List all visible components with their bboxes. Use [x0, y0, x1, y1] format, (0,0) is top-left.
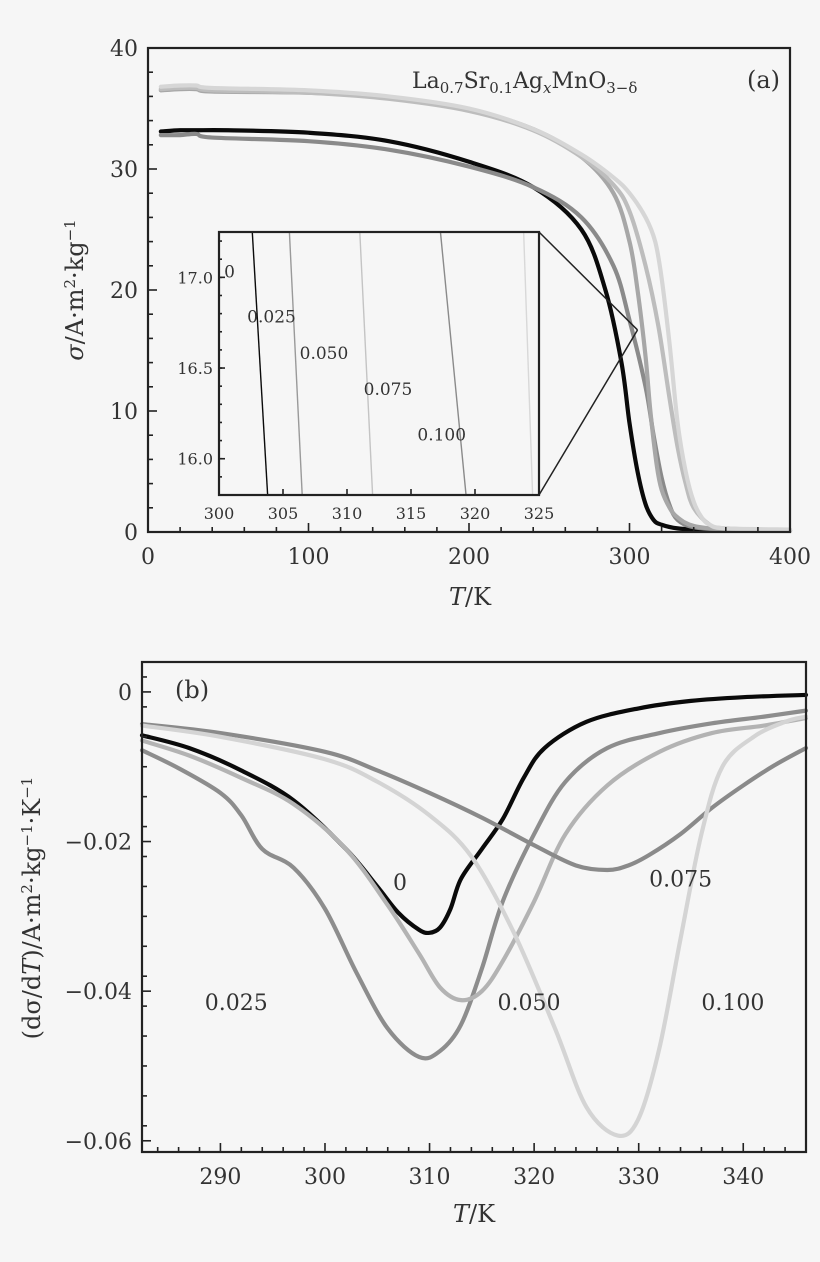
panel-a: 0 100 200 300 400 0 10 20 30 40 La0.7Sr0.1AgxMnO3…	[61, 37, 811, 611]
panel-b-series-0-100	[139, 714, 809, 1139]
panel-a-ytick-label: 40	[110, 37, 138, 62]
panel-b-label-0: 0	[393, 871, 407, 896]
panel-b-label-0-050: 0.050	[498, 991, 561, 1016]
inset-xtick-label: 300	[204, 504, 235, 523]
panel-a-xtick-label: 0	[141, 545, 155, 570]
panel-a-xtick-label: 100	[288, 545, 330, 570]
panel-b-ytick-label: 0	[118, 681, 132, 706]
inset-xtick-label: 310	[332, 504, 363, 523]
panel-a-ytick-label: 20	[110, 279, 138, 304]
panel-b-ytick-label: −0.06	[65, 1130, 132, 1155]
zoom-connector-bottom	[538, 329, 639, 496]
panel-a-series-0-100	[158, 83, 793, 532]
inset-frame	[217, 230, 541, 497]
inset-label-0-075: 0.075	[364, 380, 413, 400]
inset-label-0: 0	[224, 262, 235, 282]
panel-b-label-0-100: 0.100	[701, 991, 764, 1016]
panel-a-series-0	[158, 128, 793, 533]
inset-xtick-label: 305	[268, 504, 299, 523]
panel-a-series	[158, 83, 793, 533]
panel-b-ytick-label: −0.04	[65, 980, 132, 1005]
panel-b-tag: (b)	[175, 676, 209, 704]
panel-a-ticks: 0 100 200 300 400 0 10 20 30 40	[110, 37, 811, 570]
panel-b-ytick-label: −0.02	[65, 831, 132, 856]
panel-b-label-0-025: 0.025	[205, 991, 268, 1016]
inset-label-0-050: 0.050	[300, 344, 349, 364]
inset-ticks: 300 305 310 315 320 325 16.0 16.5 17.0	[177, 240, 555, 523]
panel-b-xtick-label: 320	[513, 1165, 555, 1190]
panel-a-tag: (a)	[747, 66, 780, 94]
inset-label-0-025: 0.025	[247, 308, 296, 328]
inset-lines	[251, 231, 534, 496]
inset-line-0-100	[522, 231, 534, 496]
panel-a-xtick-label: 200	[448, 545, 490, 570]
inset-xtick-label: 315	[396, 504, 427, 523]
panel-b: 0 0.025 0.050 0.075 0.100 290 300 310 320 330 340…	[18, 660, 809, 1228]
inset-xtick-label: 325	[524, 504, 555, 523]
inset-ytick-label: 17.0	[177, 268, 213, 287]
panel-a-ytick-label: 10	[110, 400, 138, 425]
panel-b-ticks: 290 300 310 320 330 340 0 −0.02 −0.04 −0.06	[65, 676, 786, 1190]
panel-b-frame	[140, 660, 808, 1154]
panel-b-xtick-label: 290	[199, 1165, 241, 1190]
panel-b-xtick-label: 310	[409, 1165, 451, 1190]
panel-b-ylabel: (dσ/dT)/A·m2·kg−1·K−1	[18, 777, 46, 1040]
panel-a-series-0-075	[158, 85, 793, 533]
panel-b-series	[139, 692, 809, 1139]
inset-label-0-100: 0.100	[417, 426, 466, 446]
panel-b-labels: 0 0.025 0.050 0.075 0.100	[205, 867, 765, 1015]
inset-ytick-label: 16.5	[177, 359, 213, 378]
panel-a-xtick-label: 400	[769, 545, 811, 570]
inset-background	[219, 232, 539, 495]
panel-a-xtick-label: 300	[609, 545, 651, 570]
panel-b-xlabel: T/K	[453, 1200, 496, 1228]
inset-line-0-025	[288, 231, 303, 496]
inset-line-0-050	[359, 231, 374, 496]
panel-b-xtick-label: 330	[618, 1165, 660, 1190]
panel-b-series-0-025	[139, 708, 809, 1061]
panel-b-xtick-label: 340	[722, 1165, 764, 1190]
panel-b-series-0-075	[139, 721, 809, 873]
panel-a-formula: La0.7Sr0.1AgxMnO3−δ	[412, 69, 637, 97]
panel-a-xlabel: T/K	[449, 583, 492, 611]
inset-line-0	[251, 231, 269, 496]
panel-a-ytick-label: 30	[110, 158, 138, 183]
panel-a-ylabel: σ/A·m2·kg−1	[61, 219, 89, 360]
panel-b-xtick-label: 300	[304, 1165, 346, 1190]
panel-a-ytick-label: 0	[124, 521, 138, 546]
panel-b-series-0-050	[139, 716, 809, 1003]
inset-xtick-label: 320	[460, 504, 491, 523]
zoom-connector-top	[538, 231, 639, 331]
inset-line-0-075	[439, 231, 467, 496]
panel-b-label-0-075: 0.075	[649, 867, 712, 892]
inset-ytick-label: 16.0	[177, 450, 213, 469]
